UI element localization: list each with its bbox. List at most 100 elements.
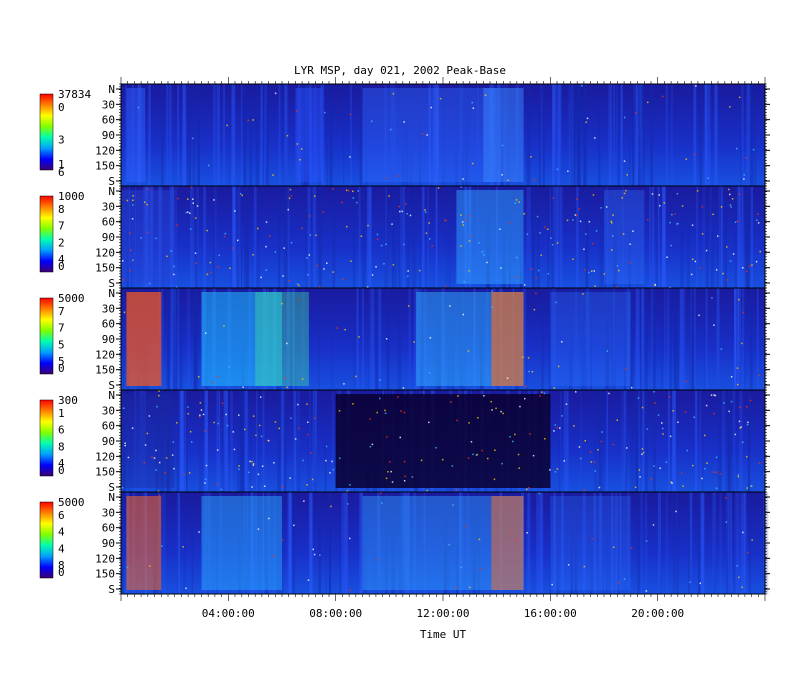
panel-streak [713, 492, 717, 594]
noise-pixel [420, 459, 423, 462]
panel-streak [315, 390, 317, 492]
noise-pixel [572, 219, 574, 221]
noise-pixel [143, 593, 145, 596]
panel-streak [299, 84, 302, 186]
panel-streak [749, 492, 751, 594]
panel-streak [195, 186, 198, 288]
panel-streak [291, 288, 295, 390]
panel-streak [408, 288, 411, 390]
y-tick-label: 30 [102, 506, 115, 519]
noise-pixel [404, 203, 407, 205]
noise-pixel [206, 229, 208, 232]
panel-streak [402, 186, 405, 288]
noise-pixel [634, 486, 637, 489]
noise-pixel [742, 531, 744, 534]
noise-pixel [460, 245, 462, 247]
panel-streak [216, 390, 219, 492]
noise-pixel [424, 209, 426, 211]
panel-streak [633, 84, 638, 186]
x-tick-label: 04:00:00 [202, 607, 255, 620]
noise-pixel [471, 162, 474, 165]
noise-pixel [719, 473, 722, 475]
colorbar-label: 4 [58, 457, 65, 470]
panel-streak [553, 84, 557, 186]
panel-streak [391, 186, 394, 288]
noise-pixel [514, 433, 516, 436]
y-tick-label: 30 [102, 302, 115, 315]
noise-pixel [332, 188, 334, 190]
colorbar-label: 3 [58, 134, 65, 147]
noise-pixel [653, 465, 655, 467]
panel-streak [124, 84, 127, 186]
panel-streak [363, 492, 367, 594]
noise-pixel [217, 422, 219, 425]
noise-pixel [756, 213, 759, 215]
panel-streak [193, 288, 197, 390]
panel-streak [284, 84, 288, 186]
panel-streak [649, 186, 652, 288]
y-tick-label: 30 [102, 200, 115, 213]
panel-streak [606, 390, 609, 492]
panel-streak [700, 492, 704, 594]
noise-pixel [750, 485, 752, 487]
noise-pixel [578, 208, 580, 210]
panel-streak [303, 84, 307, 186]
noise-pixel [402, 387, 405, 389]
noise-pixel [658, 194, 660, 196]
noise-pixel [611, 249, 613, 251]
noise-pixel [409, 214, 412, 217]
noise-pixel [343, 383, 345, 385]
noise-pixel [143, 462, 145, 464]
noise-pixel [175, 286, 178, 288]
panel-streak [177, 84, 179, 186]
noise-pixel [470, 441, 473, 443]
noise-pixel [616, 419, 618, 421]
noise-pixel [188, 472, 191, 474]
noise-pixel [467, 457, 470, 459]
panel-streak [563, 390, 568, 492]
panel-streak [243, 390, 245, 492]
panel-streak [239, 186, 241, 288]
noise-pixel [404, 475, 406, 478]
noise-pixel [695, 85, 697, 87]
noise-pixel [428, 421, 430, 424]
noise-pixel [467, 350, 470, 352]
panel-streak [296, 390, 301, 492]
y-tick-label: 90 [102, 333, 115, 346]
noise-pixel [742, 311, 745, 314]
emission-feature [550, 496, 631, 590]
noise-pixel [308, 254, 311, 256]
noise-pixel [671, 482, 673, 484]
noise-pixel [731, 198, 734, 200]
panel-streak [309, 390, 311, 492]
panel-streak [732, 492, 734, 594]
noise-pixel [448, 544, 450, 546]
noise-pixel [407, 270, 409, 272]
noise-pixel [176, 224, 178, 226]
noise-pixel [298, 284, 300, 287]
colorbar-label: 7 [58, 305, 65, 318]
noise-pixel [268, 517, 270, 520]
panel-streak [456, 492, 459, 594]
noise-pixel [173, 467, 175, 470]
panel-streak [630, 288, 634, 390]
noise-pixel [265, 221, 268, 223]
panel-streak [628, 288, 632, 390]
panel-streak [615, 492, 618, 594]
panel-streak [406, 84, 408, 186]
panel-streak [590, 288, 592, 390]
panel-streak [690, 288, 692, 390]
panel-streak [583, 84, 588, 186]
noise-pixel [752, 149, 755, 151]
panel-streak [410, 84, 413, 186]
panel-streak [714, 84, 718, 186]
panel-streak [640, 288, 644, 390]
panel-streak [397, 288, 402, 390]
noise-pixel [192, 202, 194, 204]
panel-streak [734, 288, 736, 390]
noise-pixel [495, 407, 497, 410]
noise-pixel [249, 460, 251, 463]
noise-pixel [274, 92, 277, 95]
noise-pixel [462, 224, 465, 226]
noise-pixel [252, 119, 254, 121]
